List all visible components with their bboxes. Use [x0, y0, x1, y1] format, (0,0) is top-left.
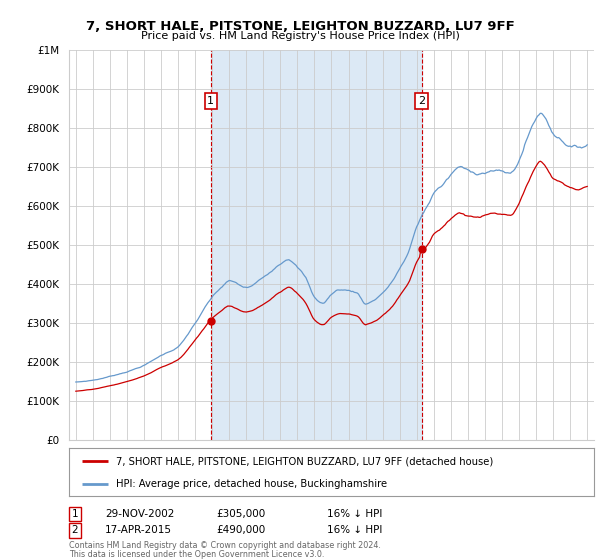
Text: 7, SHORT HALE, PITSTONE, LEIGHTON BUZZARD, LU7 9FF: 7, SHORT HALE, PITSTONE, LEIGHTON BUZZAR…: [86, 20, 514, 32]
Text: 1: 1: [208, 96, 214, 106]
Bar: [211, 50, 422, 440]
Text: Price paid vs. HM Land Registry's House Price Index (HPI): Price paid vs. HM Land Registry's House …: [140, 31, 460, 41]
Text: Contains HM Land Registry data © Crown copyright and database right 2024.: Contains HM Land Registry data © Crown c…: [69, 541, 381, 550]
Text: 16% ↓ HPI: 16% ↓ HPI: [327, 525, 382, 535]
Text: 7, SHORT HALE, PITSTONE, LEIGHTON BUZZARD, LU7 9FF (detached house): 7, SHORT HALE, PITSTONE, LEIGHTON BUZZAR…: [116, 456, 493, 466]
Text: HPI: Average price, detached house, Buckinghamshire: HPI: Average price, detached house, Buck…: [116, 479, 388, 489]
Text: 17-APR-2015: 17-APR-2015: [105, 525, 172, 535]
Text: 29-NOV-2002: 29-NOV-2002: [105, 509, 175, 519]
Text: 2: 2: [71, 525, 79, 535]
Text: 16% ↓ HPI: 16% ↓ HPI: [327, 509, 382, 519]
Text: £490,000: £490,000: [216, 525, 265, 535]
Text: 1: 1: [71, 509, 79, 519]
Text: 2: 2: [418, 96, 425, 106]
Text: £305,000: £305,000: [216, 509, 265, 519]
Text: This data is licensed under the Open Government Licence v3.0.: This data is licensed under the Open Gov…: [69, 550, 325, 559]
